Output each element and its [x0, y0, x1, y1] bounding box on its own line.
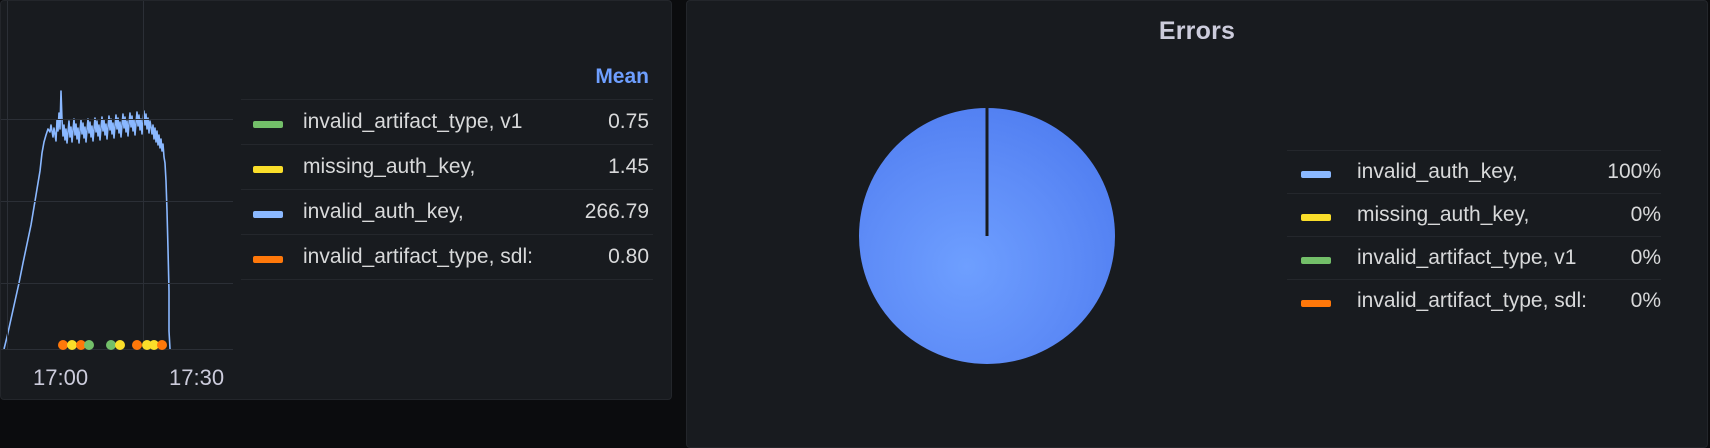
series-color-swatch-icon[interactable]	[253, 256, 283, 263]
legend-row[interactable]: missing_auth_key, 0%	[1287, 193, 1661, 237]
legend-series-label[interactable]: invalid_auth_key,	[303, 189, 574, 235]
legend-swatch-cell	[241, 234, 303, 280]
timeseries-plot	[1, 1, 233, 359]
legend-series-value: 1.45	[573, 144, 653, 190]
legend-series-value: 0%	[1603, 193, 1661, 237]
series-color-swatch-icon[interactable]	[1301, 214, 1331, 221]
timeseries-plot-area[interactable]: 17:00 17:30	[1, 1, 233, 401]
timeseries-line	[3, 90, 171, 350]
series-color-swatch-icon[interactable]	[1301, 300, 1331, 307]
pie-chart-container[interactable]	[687, 107, 1287, 365]
legend-series-label[interactable]: missing_auth_key,	[303, 144, 574, 190]
x-axis-tick-label: 17:00	[33, 365, 89, 390]
legend-row[interactable]: invalid_artifact_type, sdl: 0.80	[241, 234, 653, 280]
legend-row[interactable]: invalid_artifact_type, sdl: 0%	[1287, 279, 1661, 322]
legend-row[interactable]: invalid_auth_key, 266.79	[241, 189, 653, 235]
errors-legend: invalid_auth_key, 100% missing_auth_key,…	[1287, 150, 1687, 322]
x-axis-tick-label: 17:30	[169, 365, 225, 390]
legend-series-label[interactable]: invalid_artifact_type, sdl:	[303, 234, 574, 280]
legend-series-label[interactable]: invalid_auth_key,	[1357, 150, 1604, 194]
gridline-vertical	[143, 1, 144, 349]
errors-panel-title: Errors	[1158, 17, 1236, 45]
legend-swatch-cell	[1287, 150, 1357, 194]
series-color-swatch-icon[interactable]	[253, 211, 283, 218]
timeseries-point-markers	[58, 340, 167, 350]
pie-chart[interactable]	[858, 107, 1116, 365]
legend-series-label[interactable]: invalid_artifact_type, v1	[303, 99, 574, 145]
gridline-vertical	[7, 1, 8, 349]
legend-series-value: 0%	[1603, 279, 1661, 322]
legend-swatch-cell	[241, 189, 303, 235]
series-color-swatch-icon[interactable]	[1301, 171, 1331, 178]
legend-series-value: 266.79	[573, 189, 653, 235]
legend-swatch-cell	[1287, 279, 1357, 322]
legend-row[interactable]: invalid_artifact_type, v1 0%	[1287, 236, 1661, 280]
timeseries-panel: 17:00 17:30 Mean	[0, 0, 672, 400]
legend-series-value: 100%	[1603, 150, 1661, 194]
legend-row[interactable]: missing_auth_key, 1.45	[241, 144, 653, 190]
timeseries-legend-table: Mean invalid_artifact_type, v1 0.75	[241, 65, 653, 280]
errors-legend-table: invalid_auth_key, 100% missing_auth_key,…	[1287, 150, 1661, 322]
legend-swatch-cell	[241, 99, 303, 145]
gridline-horizontal	[1, 283, 233, 284]
timeseries-legend: Mean invalid_artifact_type, v1 0.75	[233, 1, 671, 399]
legend-swatch-cell	[241, 144, 303, 190]
timeseries-x-axis: 17:00 17:30	[1, 365, 233, 399]
series-color-swatch-icon[interactable]	[253, 121, 283, 128]
legend-series-value: 0.80	[573, 234, 653, 280]
legend-swatch-cell	[1287, 193, 1357, 237]
legend-swatch-cell	[1287, 236, 1357, 280]
legend-series-label[interactable]: invalid_artifact_type, sdl:	[1357, 279, 1604, 322]
series-color-swatch-icon[interactable]	[1301, 257, 1331, 264]
gridline-horizontal	[1, 119, 233, 120]
errors-panel: Errors	[686, 0, 1708, 448]
legend-bottom-rule	[241, 279, 653, 280]
legend-header-row: Mean	[241, 65, 653, 100]
legend-mean-header[interactable]: Mean	[595, 65, 649, 88]
legend-row[interactable]: invalid_artifact_type, v1 0.75	[241, 99, 653, 145]
legend-series-label[interactable]: invalid_artifact_type, v1	[1357, 236, 1604, 280]
timeseries-panel-body: 17:00 17:30 Mean	[1, 1, 671, 399]
legend-series-value: 0%	[1603, 236, 1661, 280]
legend-row[interactable]: invalid_auth_key, 100%	[1287, 150, 1661, 194]
gridline-horizontal	[1, 201, 233, 202]
legend-series-value: 0.75	[573, 99, 653, 145]
legend-series-label[interactable]: missing_auth_key,	[1357, 193, 1604, 237]
gridline-axis-baseline	[1, 349, 233, 350]
series-color-swatch-icon[interactable]	[253, 166, 283, 173]
errors-panel-body: invalid_auth_key, 100% missing_auth_key,…	[687, 46, 1707, 426]
pie-chart-svg[interactable]	[858, 107, 1116, 365]
